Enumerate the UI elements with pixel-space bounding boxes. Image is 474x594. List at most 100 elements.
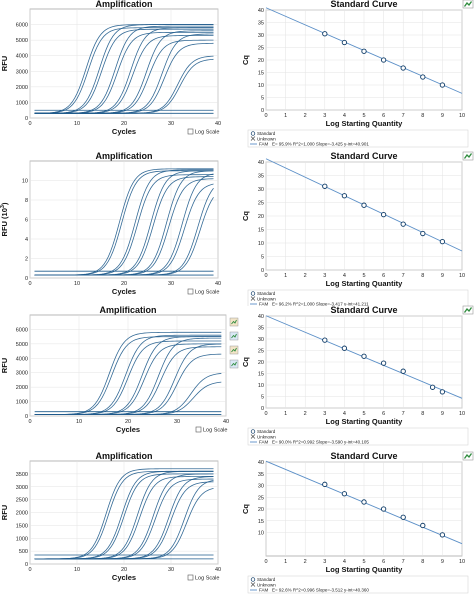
x-tick-label: 6 [382,273,385,279]
x-tick-label: 7 [402,273,405,279]
y-tick-label: 40 [258,8,264,14]
print-icon-glyph [231,347,237,353]
y-axis-label: Cq [241,55,250,65]
y-tick-label: 1000 [16,536,28,542]
x-tick-label: 0 [28,281,31,287]
curve-group [34,468,214,560]
x-tick-label: 0 [28,121,31,127]
y-tick-label: 3000 [16,371,28,377]
legend-box [247,427,469,446]
y-tick-label: 5 [261,255,264,261]
log-scale-checkbox [187,574,194,581]
x-tick-label: 10 [459,273,465,279]
standard-point [400,368,406,374]
y-tick-label: 35 [258,174,264,180]
x-tick-label: 8 [421,113,424,119]
standard-curve-panel-2: Standard Curve 0 1 2 3 4 5 6 7 8 9 10 0 5 10 15 20 25 30 35… [240,151,474,308]
standard-point [380,360,387,366]
x-axis-label: Log Starting Quantity [326,119,403,128]
y-tick-label: 0 [261,406,264,412]
legend-unknown-label: Unknown [257,435,276,440]
y-tick-label: 15 [258,372,264,378]
y-tick-label: 30 [258,337,264,343]
standard-point [400,514,406,520]
log-scale-label: Log Scale [195,130,219,136]
standard-point [322,337,328,343]
y-axis-label: Cq [241,211,250,221]
y-tick-label: 3000 [16,485,28,491]
graph-options-icon-glyph [463,307,473,313]
y-axis-label: Cq [241,357,250,367]
x-axis-label: Cycles [112,573,136,582]
log-scale-checkbox [187,128,194,135]
y-tick-label: 30 [258,187,264,193]
x-tick-label: 0 [28,567,31,573]
legend-box [247,575,469,594]
x-tick-label: 10 [459,411,465,417]
standard-point [322,31,328,37]
x-axis-label: Log Starting Quantity [326,279,403,288]
graph-options-icon [462,305,474,315]
amplification-panel-2: Amplification 0 10 20 30 40 0 2 4 6 8 10 Cycles RFU (… [0,151,232,308]
x-tick-label: 10 [74,281,80,287]
graph-options-icon-glyph [463,1,473,7]
standard-point [361,353,367,359]
x-tick-label: 8 [421,273,424,279]
y-tick-label: 40 [258,160,264,166]
x-tick-label: 10 [459,559,465,565]
chart-title: Standard Curve [330,305,397,315]
x-tick-label: 30 [168,121,174,127]
graph-icon [229,359,239,369]
standard-point [420,522,426,529]
x-tick-label: 7 [402,113,405,119]
standard-point [361,48,367,54]
y-tick-label: 500 [19,549,28,555]
y-tick-label: 5000 [16,342,28,348]
y-tick-label: 2000 [16,85,28,91]
y-tick-label: 6000 [16,327,28,333]
amplification-curve [34,197,214,276]
curve-group [34,168,214,276]
y-tick-label: 35 [258,326,264,332]
export-icon-glyph [231,319,237,325]
x-tick-label: 0 [264,113,267,119]
legend-equation: E= 92.6% R^2=0.996 Slope=-3.512 y-int=40… [272,588,369,593]
chart-title: Amplification [99,305,156,315]
x-tick-label: 6 [382,113,385,119]
y-tick-label: 20 [258,214,264,220]
standard-point [341,345,348,351]
y-tick-label: 40 [258,460,264,466]
legend-standard-label: Standard [257,131,276,136]
amplification-curve [34,381,222,415]
legend-standard-symbol [250,131,256,136]
legend-equation: E= 90.0% R^2=0.992 Slope=-3.590 y-int=40… [272,440,369,445]
x-tick-label: 3 [323,559,326,565]
y-tick-label: 15 [258,71,264,77]
y-tick-label: 3500 [16,472,28,478]
standard-point [420,74,426,80]
graph-options-icon [462,151,474,161]
x-tick-label: 10 [76,419,82,425]
standard-curve-chart-3: Standard Curve 0 1 2 3 4 5 6 7 8 9 10 0 5 10 15 20 25 30 35… [241,305,474,446]
y-tick-label: 15 [258,228,264,234]
standard-point [400,221,406,227]
y-tick-label: 1000 [16,400,28,406]
y-tick-label: 4 [25,237,28,243]
x-tick-label: 20 [121,121,127,127]
standard-curve-chart-4: Standard Curve 0 1 2 3 4 5 6 7 8 9 10 10 15 20 25 30 35 40… [241,451,474,594]
x-tick-label: 30 [174,419,180,425]
y-tick-label: 10 [22,179,28,185]
y-axis-label: RFU (103) [0,202,9,236]
legend-standard-symbol [250,291,256,296]
y-tick-label: 25 [258,46,264,52]
legend-unknown-symbol [250,136,256,141]
legend-fam-label: FAM [259,440,269,445]
x-tick-label: 30 [168,567,174,573]
y-tick-label: 25 [258,201,264,207]
standard-point [429,384,436,390]
y-tick-label: 5 [261,96,264,102]
legend-unknown-symbol [250,434,256,439]
amplification-chart-3: Amplification 0 10 20 30 40 0 1000 2000 3000 4000 5… [0,305,239,434]
legend-fam-label: FAM [259,142,269,147]
standard-point [322,481,328,487]
